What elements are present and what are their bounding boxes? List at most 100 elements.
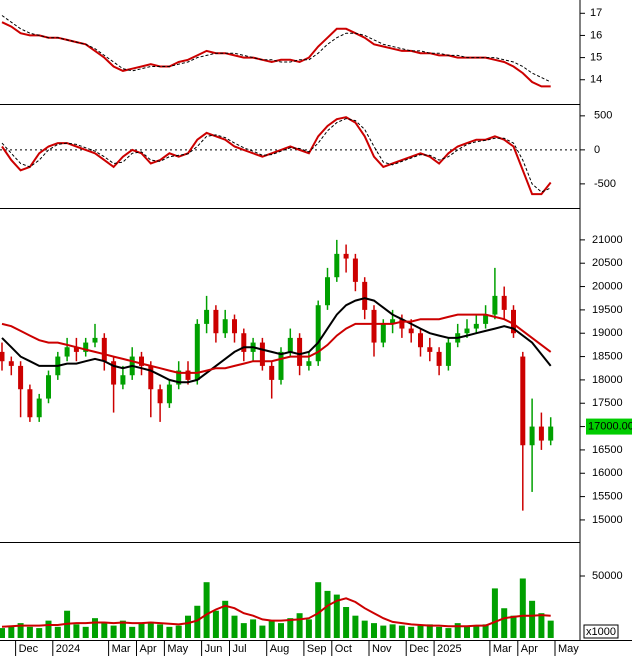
volume-bar	[371, 623, 377, 638]
volume-bar	[343, 607, 350, 638]
volume-bar	[464, 626, 470, 638]
x-tick-label: Dec	[409, 643, 429, 655]
volume-bar	[324, 590, 331, 638]
x-tick-label: May	[558, 643, 579, 655]
candle-body	[483, 314, 489, 324]
y-tick-label: 16500	[592, 444, 623, 456]
x-tick-label: Mar	[112, 643, 131, 655]
volume-bar	[26, 626, 33, 638]
candle-body	[36, 398, 42, 418]
volume-bar	[166, 626, 173, 638]
volume-bar	[138, 623, 145, 638]
y-tick-label: 16	[590, 29, 602, 41]
series-line	[1, 116, 552, 196]
candle-body	[46, 375, 51, 399]
candle-body	[520, 356, 526, 446]
volume-bar	[45, 620, 52, 638]
candle-body	[241, 333, 247, 352]
candle-body	[111, 361, 117, 385]
series-line	[1, 118, 551, 193]
volume-bar	[8, 625, 15, 638]
candle-body	[83, 342, 89, 352]
volume-bar	[436, 626, 443, 638]
y-tick-label: 18000	[592, 374, 623, 386]
candle-body	[427, 347, 433, 352]
candle-body	[18, 365, 24, 390]
y-tick-label: 19500	[592, 304, 623, 316]
candle-body	[157, 389, 163, 404]
y-tick-label: 20000	[592, 280, 623, 292]
volume-bar	[538, 613, 545, 638]
volume-bar	[194, 605, 201, 638]
candle-body	[269, 365, 275, 380]
volume-bar	[278, 623, 284, 638]
x-tick-label: Mar	[493, 643, 512, 655]
candle-body	[0, 351, 5, 362]
y-tick-label: 17500	[592, 397, 623, 409]
candle-body	[73, 347, 79, 352]
candle-body	[380, 323, 386, 343]
volume-bar	[287, 618, 294, 638]
candle-body	[64, 347, 70, 357]
volume-bar	[454, 623, 461, 638]
volume-bar	[426, 624, 433, 638]
volume-bar	[259, 625, 266, 638]
candle-body	[436, 351, 442, 366]
volume-bar	[408, 626, 415, 638]
candle-body	[287, 337, 293, 352]
candle-body	[139, 356, 144, 366]
candle-body	[492, 295, 498, 315]
x-tick-label: Dec	[19, 643, 39, 655]
volume-bar	[119, 620, 126, 638]
y-tick-label: 0	[594, 144, 600, 156]
y-tick-label: 16000	[592, 467, 623, 479]
volume-bar	[519, 578, 526, 638]
volume-bar	[147, 621, 154, 638]
series-line	[1, 297, 552, 384]
unit-box	[583, 624, 619, 639]
series-line	[1, 15, 551, 83]
candle-body	[101, 337, 107, 362]
candle-body	[362, 281, 368, 310]
y-tick-label: 15000	[592, 514, 623, 526]
volume-bar	[389, 624, 396, 638]
volume-bar	[231, 615, 238, 638]
y-tick-label: 15500	[592, 490, 623, 502]
volume-bar	[352, 615, 359, 638]
x-tick-label: 2024	[56, 643, 80, 655]
candle-body	[464, 328, 470, 334]
volume-bar	[473, 625, 480, 638]
y-tick-label: 17	[590, 7, 602, 19]
volume-bar	[250, 619, 257, 638]
x-tick-label: May	[167, 643, 188, 655]
volume-bar	[547, 620, 554, 638]
volume-bar	[110, 625, 117, 638]
volume-bar	[0, 628, 5, 638]
volume-bar	[333, 594, 340, 638]
candle-body	[176, 370, 182, 385]
volume-bar	[222, 600, 229, 638]
volume-bar	[361, 620, 368, 638]
volume-bar	[510, 615, 517, 638]
candle-body	[278, 351, 284, 380]
last-price-box	[586, 418, 632, 435]
volume-bar	[101, 623, 108, 638]
x-tick-label: Apr	[521, 643, 538, 655]
volume-bar	[501, 608, 508, 638]
last-price-label: 17000.00	[588, 420, 632, 432]
x-tick-label: Nov	[372, 643, 392, 655]
candle-body	[501, 295, 507, 310]
x-tick-label: Oct	[335, 643, 352, 655]
x-tick-label: Jul	[233, 643, 247, 655]
candle-body	[325, 277, 330, 306]
x-tick-label: Jun	[205, 643, 223, 655]
volume-bar	[82, 626, 89, 638]
candle-body	[232, 319, 237, 334]
candle-body	[334, 253, 340, 278]
volume-bar	[315, 582, 322, 638]
candle-body	[222, 319, 228, 334]
volume-bar	[296, 613, 303, 638]
volume-bar	[157, 624, 164, 638]
volume-bar	[54, 626, 61, 638]
